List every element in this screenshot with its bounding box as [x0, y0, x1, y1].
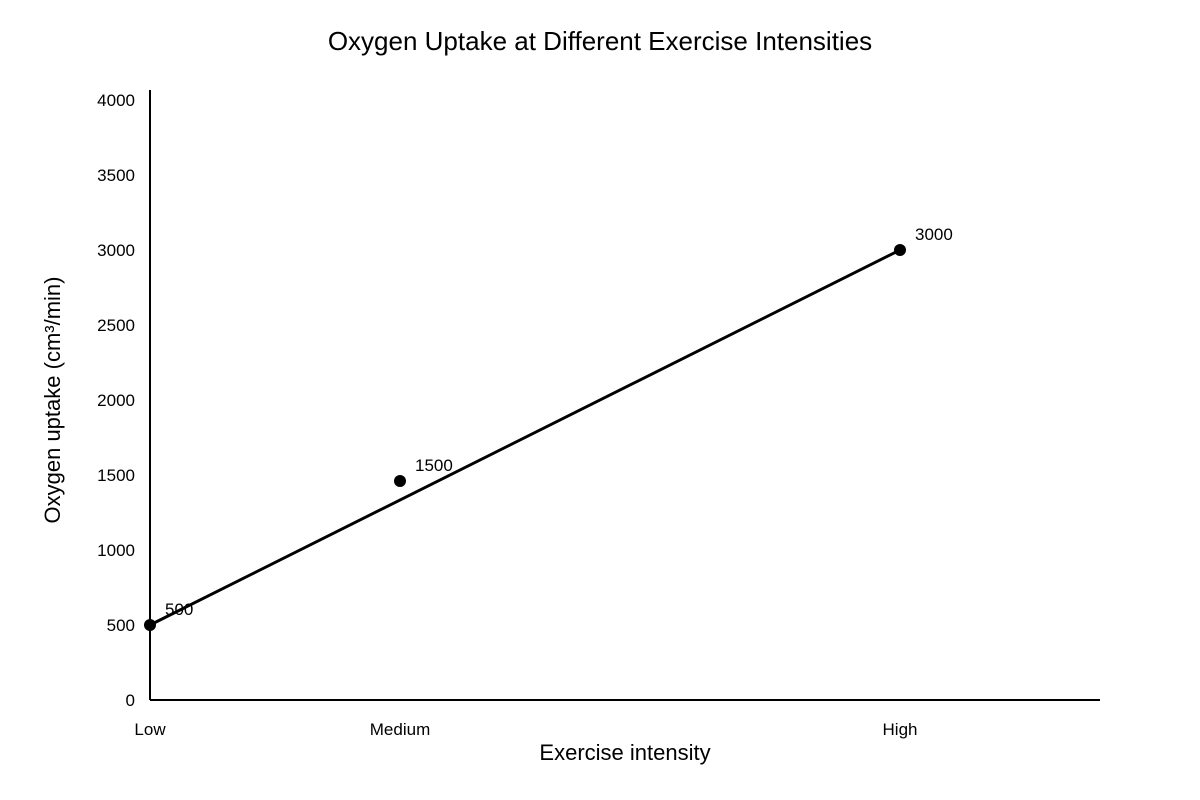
y-tick-label: 2000 [97, 391, 135, 410]
y-tick-labels: 0 500 1000 1500 2000 2500 3000 3500 4000 [97, 91, 135, 710]
data-point [894, 244, 906, 256]
x-tick-labels: Low Medium High [134, 720, 917, 739]
trend-line [149, 248, 901, 627]
data-label: 3000 [915, 225, 953, 244]
x-tick-label: Low [134, 720, 166, 739]
y-tick-label: 0 [126, 691, 135, 710]
data-label: 500 [165, 600, 193, 619]
y-tick-label: 3000 [97, 241, 135, 260]
x-axis-label: Exercise intensity [539, 740, 710, 765]
data-point [144, 619, 156, 631]
y-axis-label: Oxygen uptake (cm³/min) [40, 277, 65, 524]
y-tick-label: 4000 [97, 91, 135, 110]
series-marks: 500 1500 3000 [144, 225, 953, 631]
x-tick-label: High [883, 720, 918, 739]
y-tick-label: 500 [107, 616, 135, 635]
y-tick-label: 3500 [97, 166, 135, 185]
data-label: 1500 [415, 456, 453, 475]
y-tick-label: 1000 [97, 541, 135, 560]
chart-title: Oxygen Uptake at Different Exercise Inte… [328, 26, 872, 56]
x-tick-label: Medium [370, 720, 430, 739]
y-tick-label: 1500 [97, 466, 135, 485]
y-tick-label: 2500 [97, 316, 135, 335]
data-point [394, 475, 406, 487]
